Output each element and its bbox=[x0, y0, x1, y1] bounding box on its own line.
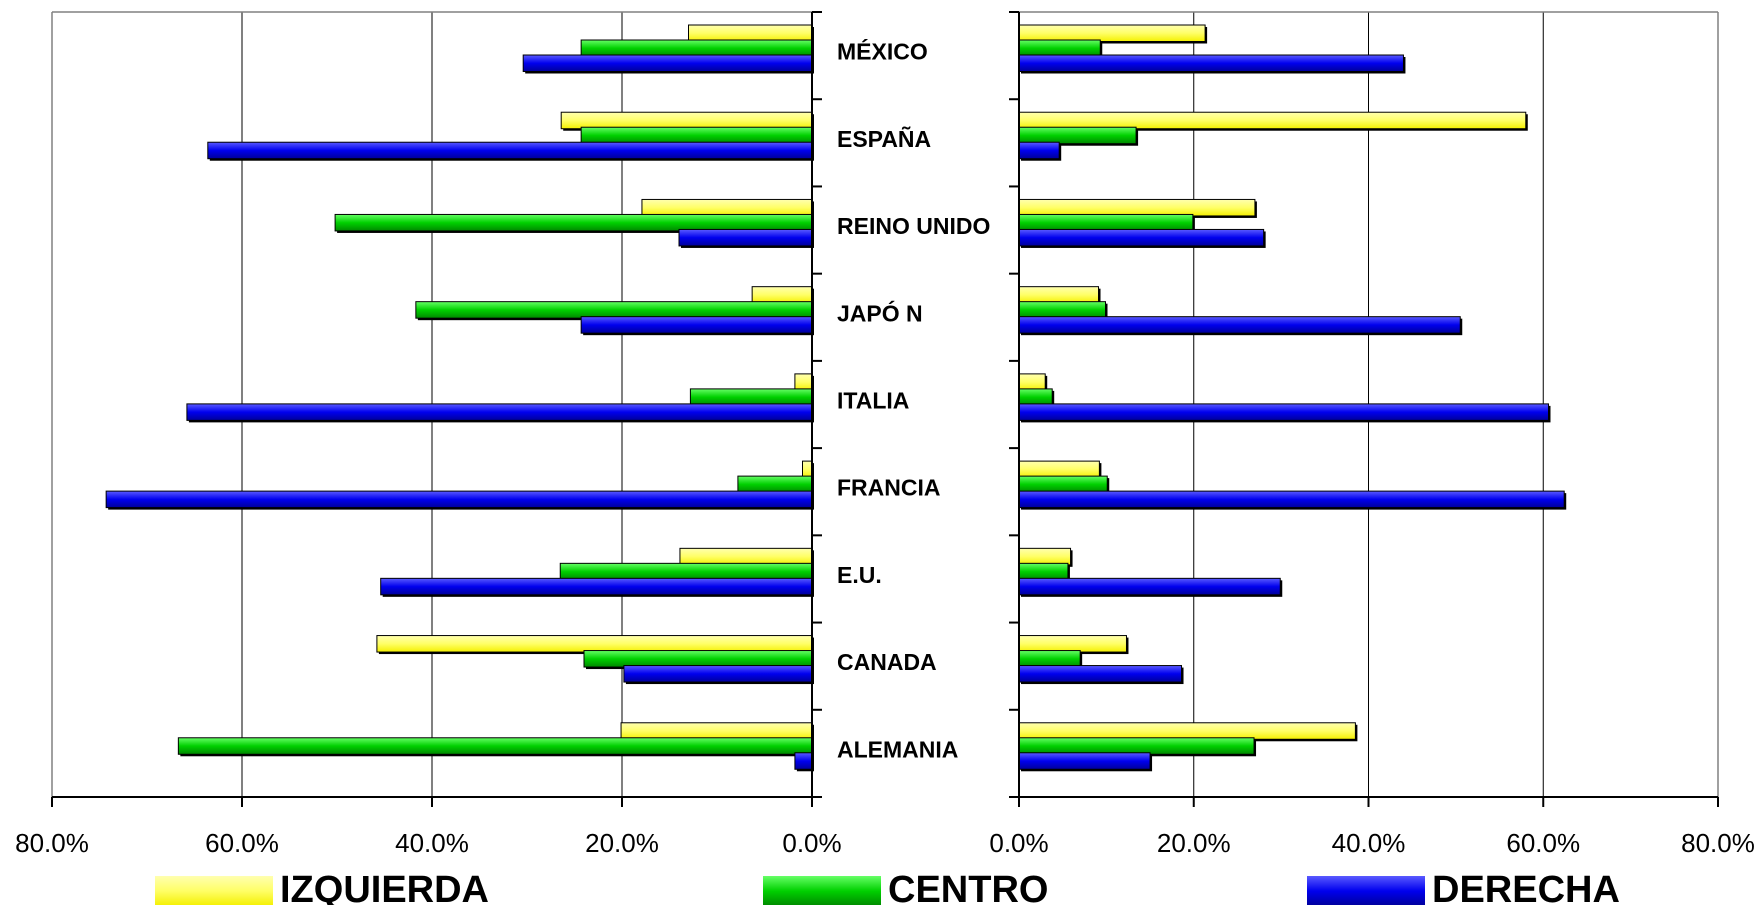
bar-left-centro-japo-n bbox=[416, 302, 812, 319]
category-label-francia: FRANCIA bbox=[837, 475, 941, 501]
bar-right-centro-espana bbox=[1019, 127, 1136, 144]
legend-label-derecha: DERECHA bbox=[1432, 869, 1620, 905]
left-x-tick-label: 40.0% bbox=[395, 828, 469, 858]
category-label-alemania: ALEMANIA bbox=[837, 736, 958, 762]
bar-left-centro-e-u bbox=[560, 563, 812, 580]
bar-left-derecha-alemania bbox=[795, 753, 812, 770]
category-label-e-u: E.U. bbox=[837, 562, 882, 588]
left-x-tick-label: 80.0% bbox=[15, 828, 89, 858]
bar-left-derecha-italia bbox=[187, 404, 812, 421]
right-x-tick-label: 40.0% bbox=[1332, 828, 1406, 858]
bar-left-izquierda-japo-n bbox=[752, 287, 812, 304]
bar-right-centro-mexico bbox=[1019, 40, 1100, 57]
right-panel: 0.0% 20.0% 40.0% 60.0% 80.0% bbox=[989, 12, 1755, 858]
right-x-tick-label: 60.0% bbox=[1506, 828, 1580, 858]
bar-left-derecha-e-u bbox=[381, 578, 812, 595]
bar-left-izquierda-francia bbox=[803, 461, 813, 478]
bar-right-derecha-francia bbox=[1019, 491, 1564, 508]
legend-label-izquierda: IZQUIERDA bbox=[280, 869, 489, 905]
bar-right-centro-japo-n bbox=[1019, 302, 1106, 319]
bar-right-derecha-alemania bbox=[1019, 753, 1150, 770]
bar-left-izquierda-reino-unido bbox=[642, 199, 812, 216]
right-x-tick-label: 20.0% bbox=[1157, 828, 1231, 858]
bar-left-centro-espana bbox=[581, 127, 812, 144]
bar-right-derecha-reino-unido bbox=[1019, 229, 1264, 246]
bar-right-izquierda-reino-unido bbox=[1019, 199, 1255, 216]
bar-right-izquierda-mexico bbox=[1019, 25, 1205, 42]
bar-left-derecha-reino-unido bbox=[679, 229, 812, 246]
bar-left-centro-mexico bbox=[581, 40, 812, 57]
category-label-mexico: MÉXICO bbox=[837, 38, 928, 65]
bar-left-izquierda-e-u bbox=[680, 548, 812, 565]
legend-swatch-izquierda bbox=[155, 876, 273, 905]
category-label-canada: CANADA bbox=[837, 649, 937, 675]
bar-left-izquierda-alemania bbox=[621, 723, 812, 740]
left-panel: 0.0% 20.0% 40.0% 60.0% 80.0% bbox=[15, 12, 842, 858]
bar-right-centro-italia bbox=[1019, 389, 1052, 406]
bar-right-centro-francia bbox=[1019, 476, 1107, 493]
left-x-tick-label: 0.0% bbox=[782, 828, 841, 858]
legend-swatch-centro bbox=[763, 876, 881, 905]
bar-left-centro-canada bbox=[584, 651, 812, 668]
bar-right-derecha-japo-n bbox=[1019, 317, 1460, 334]
bar-right-izquierda-e-u bbox=[1019, 548, 1071, 565]
legend: IZQUIERDA CENTRO DERECHA bbox=[155, 869, 1620, 905]
bar-left-izquierda-italia bbox=[795, 374, 812, 391]
bar-left-izquierda-mexico bbox=[689, 25, 813, 42]
category-labels: MÉXICO ESPAÑA REINO UNIDO JAPÓ N ITALIA FRANC… bbox=[837, 38, 990, 763]
bar-left-derecha-mexico bbox=[523, 55, 812, 72]
bar-left-izquierda-canada bbox=[377, 636, 812, 653]
left-x-tick-label: 20.0% bbox=[585, 828, 659, 858]
category-label-reino-unido: REINO UNIDO bbox=[837, 213, 990, 239]
left-x-tick-label: 60.0% bbox=[205, 828, 279, 858]
legend-label-centro: CENTRO bbox=[888, 869, 1048, 905]
bar-left-derecha-espana bbox=[208, 142, 812, 159]
bar-right-derecha-mexico bbox=[1019, 55, 1403, 72]
bar-left-centro-alemania bbox=[178, 738, 812, 755]
bar-right-derecha-e-u bbox=[1019, 578, 1280, 595]
bar-left-centro-francia bbox=[738, 476, 812, 493]
bar-right-izquierda-francia bbox=[1019, 461, 1099, 478]
bar-left-centro-reino-unido bbox=[335, 214, 812, 231]
bar-right-centro-canada bbox=[1019, 651, 1080, 668]
category-label-espana: ESPAÑA bbox=[837, 125, 931, 152]
bar-right-izquierda-alemania bbox=[1019, 723, 1355, 740]
category-label-italia: ITALIA bbox=[837, 388, 909, 414]
bar-left-derecha-canada bbox=[624, 666, 812, 683]
bar-right-izquierda-canada bbox=[1019, 636, 1126, 653]
bar-left-derecha-francia bbox=[106, 491, 812, 508]
bar-left-izquierda-espana bbox=[561, 112, 812, 129]
right-x-tick-label: 0.0% bbox=[989, 828, 1048, 858]
bar-left-centro-italia bbox=[690, 389, 812, 406]
bar-right-derecha-italia bbox=[1019, 404, 1548, 421]
bar-right-centro-reino-unido bbox=[1019, 214, 1193, 231]
right-x-tick-label: 80.0% bbox=[1681, 828, 1755, 858]
bar-right-derecha-espana bbox=[1019, 142, 1059, 159]
bar-right-centro-e-u bbox=[1019, 563, 1068, 580]
bar-right-izquierda-espana bbox=[1019, 112, 1526, 129]
bar-left-derecha-japo-n bbox=[581, 317, 812, 334]
bar-right-centro-alemania bbox=[1019, 738, 1254, 755]
bar-right-izquierda-italia bbox=[1019, 374, 1045, 391]
legend-swatch-derecha bbox=[1307, 876, 1425, 905]
category-label-japo-n: JAPÓ N bbox=[837, 299, 923, 326]
bar-right-derecha-canada bbox=[1019, 666, 1182, 683]
bar-right-izquierda-japo-n bbox=[1019, 287, 1099, 304]
